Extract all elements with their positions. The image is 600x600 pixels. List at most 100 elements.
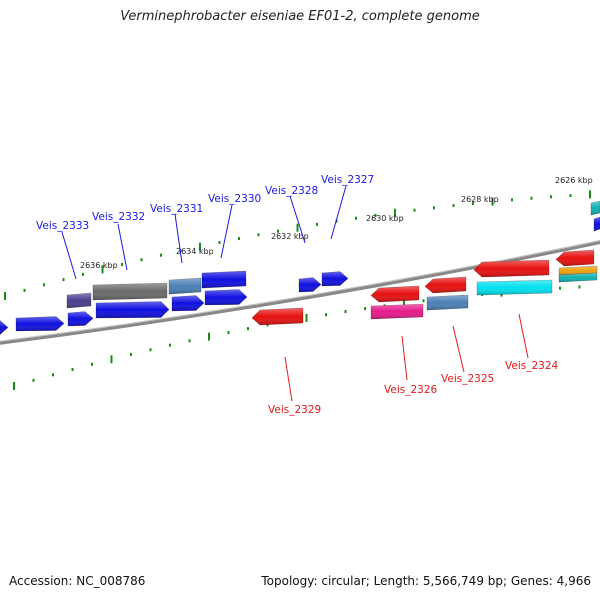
label-leader-veis-2328 <box>289 195 306 244</box>
inner-tick <box>422 299 425 303</box>
gene-track <box>0 200 600 336</box>
outer-tick <box>394 208 396 217</box>
inner-tick <box>130 352 132 356</box>
outer-tick <box>4 292 6 300</box>
outer-tick <box>101 265 104 274</box>
gene-blue-e[interactable] <box>204 289 248 306</box>
label-leader-veis-2325 <box>452 325 465 373</box>
gene-red-3[interactable] <box>473 259 550 278</box>
gene-edge-teal[interactable] <box>590 200 600 216</box>
inner-tick <box>325 313 327 317</box>
forward-gene-labels: Veis_2333 Veis_2332 Veis_2331 Veis_2330 … <box>36 174 374 280</box>
outer-tick <box>160 253 162 257</box>
gene-veis-2333[interactable] <box>66 292 92 309</box>
gene-blue-edge[interactable] <box>0 320 9 336</box>
gene-veis-2324[interactable] <box>476 279 553 296</box>
gene-veis-2329[interactable] <box>251 307 304 326</box>
inner-tick <box>266 323 269 327</box>
outer-tick <box>257 233 260 237</box>
outer-tick <box>491 197 494 206</box>
outer-tick <box>589 190 591 199</box>
outer-tick <box>277 229 279 233</box>
gene-teal[interactable] <box>558 272 598 283</box>
outer-tick <box>550 195 552 199</box>
inner-tick <box>32 378 35 382</box>
outer-tick <box>43 283 45 287</box>
inner-tick <box>247 327 249 331</box>
outer-tick <box>530 196 533 200</box>
label-leader-veis-2330 <box>220 204 233 259</box>
outer-tick <box>569 194 572 198</box>
gene-edge-blue[interactable] <box>593 216 600 232</box>
gene-label-veis-2331[interactable]: Veis_2331 <box>150 203 203 215</box>
outer-tick-row <box>4 190 591 300</box>
scale-label-2630: 2630 kbp <box>366 214 404 223</box>
gene-red-1[interactable] <box>370 285 420 303</box>
inner-tick <box>169 343 171 347</box>
label-leader-veis-2332 <box>117 223 128 271</box>
outer-tick <box>296 223 299 232</box>
outer-tick <box>140 258 143 262</box>
outer-tick <box>433 206 435 210</box>
scale-label-2632: 2632 kbp <box>271 232 309 241</box>
inner-tick <box>110 355 113 364</box>
outer-tick <box>452 204 455 208</box>
gene-veis-2326[interactable] <box>370 303 424 320</box>
label-leader-veis-2329 <box>284 356 293 402</box>
gene-red-4[interactable] <box>555 249 595 267</box>
gene-label-veis-2324[interactable]: Veis_2324 <box>505 360 559 372</box>
topology-text: Topology: circular; Length: 5,566,749 bp… <box>261 574 591 588</box>
gene-label-veis-2329[interactable]: Veis_2329 <box>268 404 321 416</box>
gene-label-veis-2332[interactable]: Veis_2332 <box>92 211 145 223</box>
gene-veis-2331[interactable] <box>168 277 202 295</box>
outer-tick <box>82 272 84 276</box>
inner-tick <box>227 331 230 335</box>
gene-veis-2332[interactable] <box>92 282 168 301</box>
gene-label-veis-2328[interactable]: Veis_2328 <box>265 185 318 197</box>
inner-tick <box>578 285 581 289</box>
gene-veis-2328[interactable] <box>298 277 322 293</box>
scale-label-2634: 2634 kbp <box>176 247 214 256</box>
outer-tick <box>121 262 123 266</box>
inner-tick <box>305 313 308 322</box>
gene-label-veis-2325[interactable]: Veis_2325 <box>441 373 494 385</box>
outer-tick <box>238 237 240 241</box>
inner-tick <box>71 367 74 371</box>
inner-tick <box>364 307 366 311</box>
label-leader-veis-2324 <box>518 313 529 359</box>
gene-red-2[interactable] <box>424 276 467 294</box>
outer-tick <box>472 202 474 206</box>
accession-text: Accession: NC_008786 <box>9 574 146 588</box>
inner-tick <box>403 299 405 308</box>
inner-tick <box>52 373 54 377</box>
gene-label-veis-2333[interactable]: Veis_2333 <box>36 220 89 232</box>
map-title: Verminephrobacter eiseniae EF01-2, compl… <box>120 9 480 24</box>
genome-backbone-highlight <box>0 240 600 342</box>
reverse-gene-labels: Veis_2329 Veis_2326 Veis_2325 Veis_2324 <box>268 313 559 416</box>
inner-tick <box>344 310 347 314</box>
gene-blue-d[interactable] <box>171 295 205 312</box>
gene-veis-2327[interactable] <box>321 271 349 287</box>
outer-tick <box>316 222 318 226</box>
inner-tick-row <box>13 285 581 390</box>
gene-veis-2325[interactable] <box>426 294 469 311</box>
gene-label-veis-2330[interactable]: Veis_2330 <box>208 193 261 205</box>
gene-blue-c[interactable] <box>95 301 170 319</box>
outer-tick <box>511 198 513 202</box>
inner-tick <box>188 339 191 343</box>
gene-blue-b[interactable] <box>67 311 94 327</box>
label-leader-veis-2326 <box>401 335 408 381</box>
gene-label-veis-2327[interactable]: Veis_2327 <box>321 174 374 186</box>
outer-tick <box>23 288 26 292</box>
gene-veis-2330[interactable] <box>201 270 247 289</box>
inner-tick <box>149 348 152 352</box>
gene-blue-a[interactable] <box>15 316 65 332</box>
scale-label-2628: 2628 kbp <box>461 195 499 204</box>
genome-backbone <box>0 240 600 345</box>
gene-label-veis-2326[interactable]: Veis_2326 <box>384 384 438 396</box>
label-leader-veis-2333 <box>61 231 77 280</box>
outer-tick <box>374 213 377 217</box>
outer-tick <box>355 216 357 220</box>
outer-tick <box>218 240 221 244</box>
